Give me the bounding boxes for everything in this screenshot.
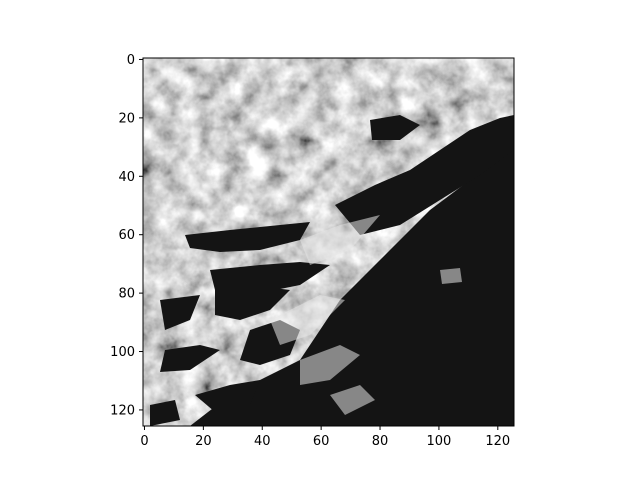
y-axis: 0 20 40 60 80 100 120: [110, 53, 143, 418]
y-tick-label: 100: [110, 345, 135, 360]
x-tick-label: 0: [140, 434, 148, 449]
x-tick-label: 40: [254, 434, 271, 449]
dark-regions: [150, 115, 514, 426]
image-area: [143, 58, 514, 426]
x-tick-label: 60: [313, 434, 330, 449]
y-tick-label: 0: [127, 53, 135, 68]
x-tick-label: 120: [485, 434, 510, 449]
x-tick-label: 80: [372, 434, 389, 449]
y-tick-label: 20: [118, 111, 135, 126]
y-tick-label: 60: [118, 228, 135, 243]
y-tick-label: 40: [118, 170, 135, 185]
y-tick-label: 80: [118, 287, 135, 302]
x-tick-label: 20: [195, 434, 212, 449]
x-tick-label: 100: [427, 434, 452, 449]
x-axis: 0 20 40 60 80 100 120: [140, 426, 510, 449]
light-regions: [270, 215, 462, 415]
axes-frame: [142, 57, 515, 427]
y-tick-label: 120: [110, 403, 135, 418]
